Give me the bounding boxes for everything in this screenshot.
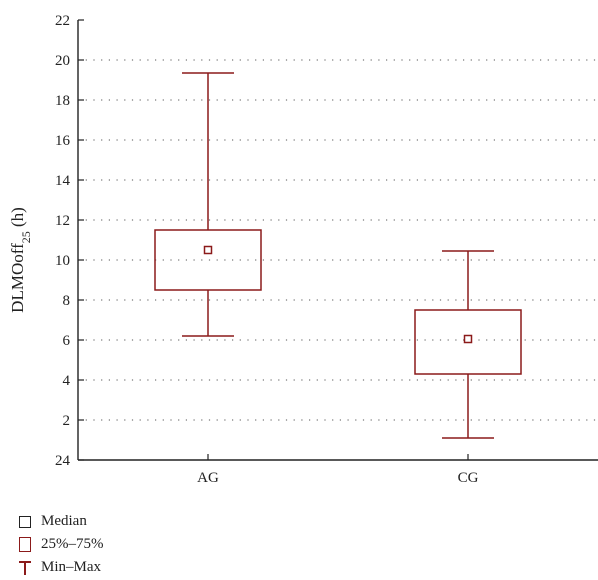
legend-label-iqr: 25%–75% xyxy=(41,536,104,552)
legend: Median 25%–75% Min–Max xyxy=(18,510,104,579)
legend-item-iqr: 25%–75% xyxy=(18,533,104,556)
y-axis-label-main: DLMOoff xyxy=(8,243,27,313)
whisker-icon xyxy=(18,560,32,575)
y-axis-label-unit: (h) xyxy=(8,207,27,231)
y-tick-label: 6 xyxy=(63,333,71,349)
y-axis-label: DLMOoff25 (h) xyxy=(8,207,33,313)
legend-label-median: Median xyxy=(41,513,87,529)
y-tick-label: 16 xyxy=(55,133,71,149)
iqr-box xyxy=(154,229,262,291)
iqr-box xyxy=(414,309,522,375)
legend-item-minmax: Min–Max xyxy=(18,556,104,579)
y-tick-label: 20 xyxy=(55,53,70,69)
y-tick-label: 12 xyxy=(55,213,70,229)
median-marker xyxy=(463,334,473,344)
y-tick-label: 24 xyxy=(55,453,71,469)
y-tick-label: 4 xyxy=(63,373,71,389)
y-tick-label: 22 xyxy=(55,13,70,29)
legend-item-median: Median xyxy=(18,510,104,533)
y-tick-label: 18 xyxy=(55,93,70,109)
y-tick-label: 14 xyxy=(55,173,71,189)
median-marker-icon xyxy=(19,515,31,528)
median-marker xyxy=(203,245,213,255)
y-tick-label: 2 xyxy=(63,413,71,429)
y-tick-label: 8 xyxy=(63,293,71,309)
x-tick-label: AG xyxy=(197,470,219,486)
y-tick-label: 10 xyxy=(55,253,70,269)
y-axis-label-subscript: 25 xyxy=(19,231,33,243)
legend-label-minmax: Min–Max xyxy=(41,559,101,575)
x-tick-label: CG xyxy=(458,470,479,486)
box-swatch-icon xyxy=(19,537,31,552)
